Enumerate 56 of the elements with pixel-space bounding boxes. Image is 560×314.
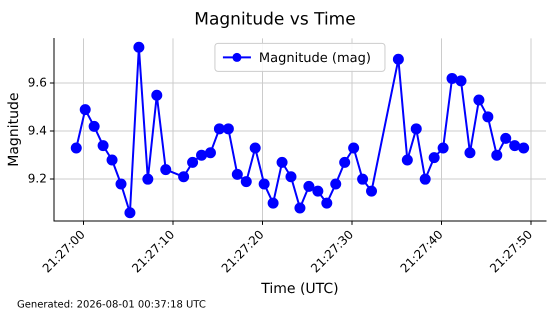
point [294,202,306,214]
point [428,152,440,164]
point [204,147,216,158]
point [232,168,243,180]
point [187,156,198,168]
y-tick-label: 9.4 [28,123,47,138]
point [491,150,502,161]
point [312,186,324,197]
y-tick-label: 9.6 [28,75,47,90]
point [80,104,91,116]
point [124,207,136,218]
point [268,198,279,209]
point [464,147,476,158]
point [446,72,458,84]
point [357,174,368,185]
point [98,140,109,152]
point [178,171,190,182]
point [285,171,296,182]
point [455,75,466,86]
point [116,178,127,190]
point [106,154,118,166]
point [240,176,252,188]
point [509,140,520,152]
point [196,150,208,161]
point [402,154,413,166]
point [410,123,422,134]
point [70,142,82,154]
point [330,178,342,190]
point [160,164,172,176]
y-axis-title: Magnitude [6,92,22,167]
point [250,142,261,154]
point [88,120,100,132]
point [222,123,234,134]
point [482,111,494,122]
point [420,174,431,185]
point [500,132,512,144]
point [133,42,144,53]
point [276,156,288,168]
point [473,94,484,106]
chart-title: Magnitude vs Time [194,10,356,30]
y-tick-label: 9.2 [28,171,47,186]
point [366,186,378,197]
text: Generated: 2026-08-01 00:37:18 UTC [17,300,206,311]
point [392,54,404,65]
point [518,142,530,154]
point [348,142,360,154]
point [339,156,350,168]
x-axis-title: Time (UTC) [260,281,339,298]
point [258,178,270,190]
legend-label: Magnitude (mag) [258,50,371,66]
point [151,90,162,101]
point [303,180,314,192]
point [438,142,449,154]
point [321,198,332,209]
point [142,174,154,185]
point [214,123,225,134]
